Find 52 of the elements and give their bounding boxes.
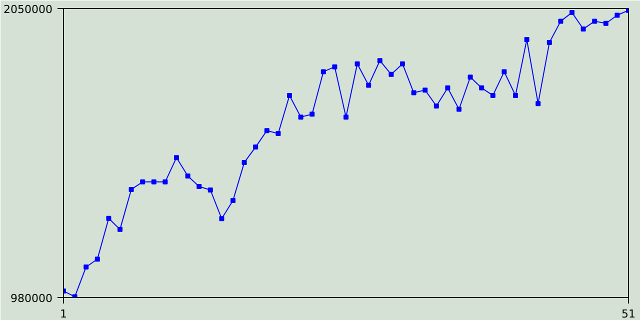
point	[253, 144, 258, 150]
point	[434, 104, 439, 109]
point	[94, 256, 100, 262]
point	[298, 114, 304, 120]
point	[196, 184, 202, 189]
point	[580, 26, 586, 32]
point	[614, 12, 620, 18]
point	[388, 72, 394, 77]
point	[344, 114, 348, 120]
point	[411, 90, 416, 96]
point	[513, 92, 518, 98]
point	[502, 69, 507, 74]
point	[468, 74, 473, 80]
point	[242, 160, 247, 165]
point	[230, 198, 236, 204]
point	[310, 112, 315, 117]
point	[479, 85, 484, 90]
point	[546, 40, 552, 46]
point	[422, 88, 428, 93]
point	[287, 92, 292, 98]
point	[151, 179, 156, 184]
y-tick-label: 980000	[10, 292, 53, 305]
point	[106, 216, 112, 221]
point	[320, 69, 326, 74]
point	[332, 64, 338, 70]
point	[536, 101, 541, 106]
point	[377, 58, 382, 64]
y-tick-label: 2050000	[4, 3, 53, 16]
point	[603, 20, 608, 26]
point	[570, 10, 574, 16]
point	[366, 82, 372, 88]
point	[524, 37, 530, 42]
point	[174, 155, 179, 160]
point	[264, 128, 270, 134]
point	[490, 92, 496, 98]
point	[456, 106, 462, 112]
point	[592, 18, 598, 24]
point	[445, 85, 450, 90]
point	[354, 61, 360, 66]
point	[128, 186, 134, 192]
point	[558, 18, 564, 24]
point	[162, 179, 168, 184]
point	[185, 173, 190, 178]
point	[118, 226, 122, 232]
point	[208, 188, 213, 193]
point	[84, 264, 89, 270]
point	[400, 61, 405, 66]
point	[219, 216, 224, 222]
point	[140, 179, 146, 184]
point	[276, 131, 281, 136]
x-tick-label: 51	[622, 308, 636, 320]
x-tick-label: 1	[60, 308, 67, 320]
